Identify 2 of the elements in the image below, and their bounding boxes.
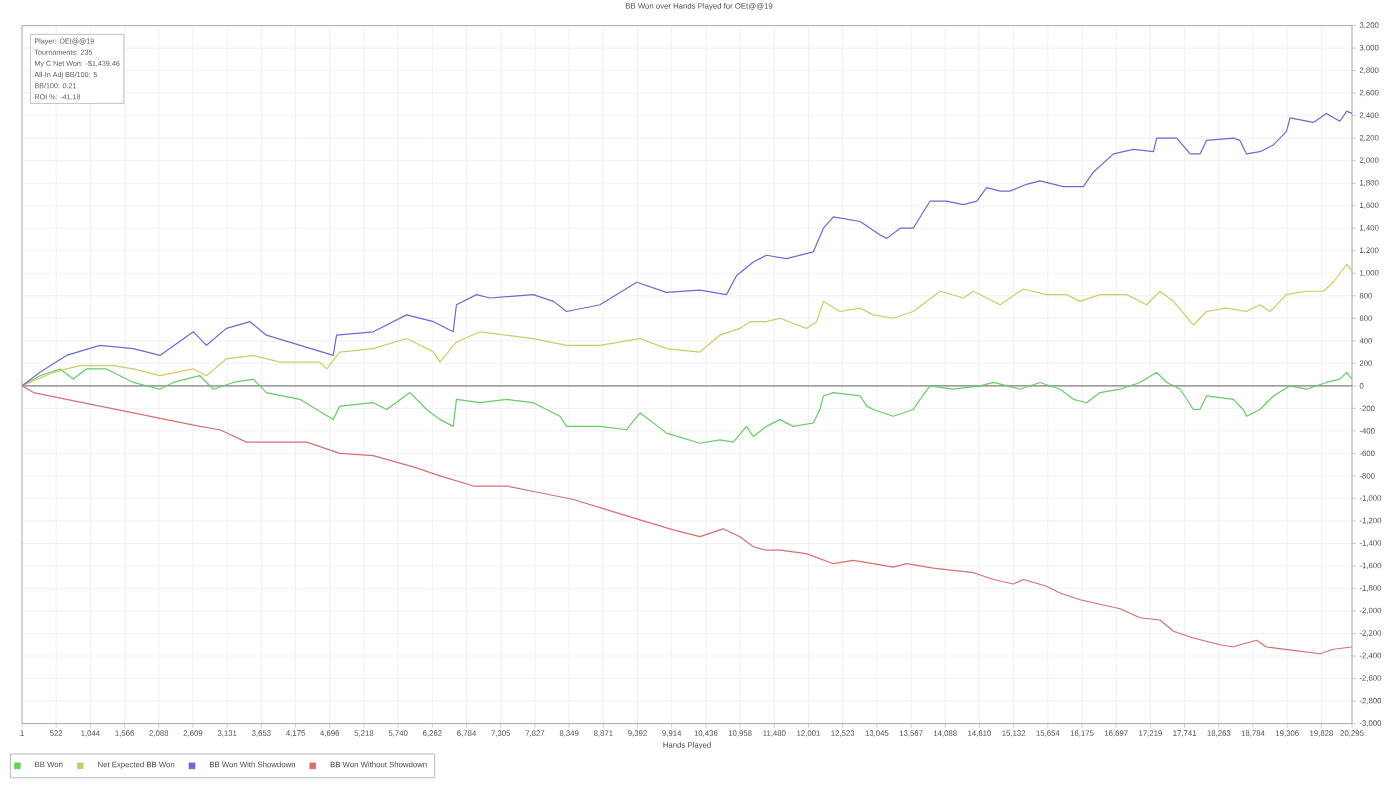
line-series xyxy=(22,368,1352,445)
line-series xyxy=(22,263,1352,387)
